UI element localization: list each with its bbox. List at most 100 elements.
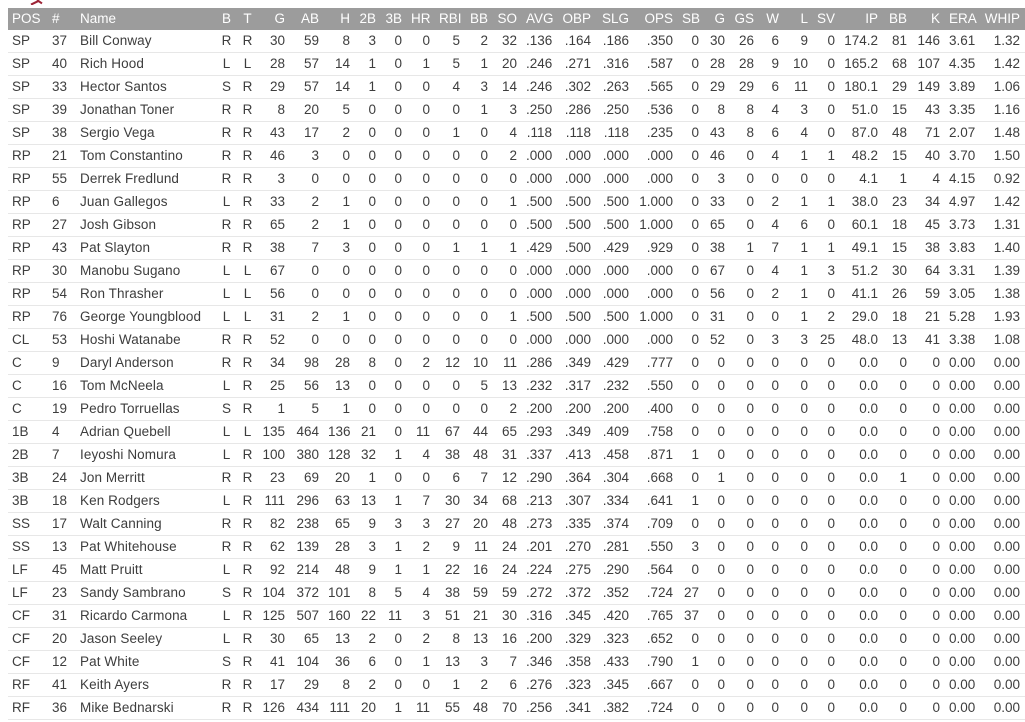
cell-rbi: 0 bbox=[435, 190, 465, 214]
table-row[interactable]: SS 17 Walt Canning R R 82 238 65 9 3 3 27 20 48.273.3… bbox=[8, 512, 1025, 536]
column-header-ops[interactable]: OPS bbox=[634, 8, 678, 30]
column-header-name[interactable]: Name bbox=[76, 8, 216, 30]
column-header-h[interactable]: H bbox=[324, 8, 355, 30]
cell-k: 0 bbox=[912, 420, 945, 444]
cell-name[interactable]: Juan Gallegos bbox=[76, 190, 216, 214]
cell-ip: 0.0 bbox=[840, 351, 883, 375]
cell-name[interactable]: Mike Bednarski bbox=[76, 696, 216, 720]
cell-name[interactable]: Rich Hood bbox=[76, 52, 216, 76]
table-row[interactable]: SP 37 Bill Conway R R 30 59 8 3 0 0 5 2 32.136.164.18… bbox=[8, 30, 1025, 53]
cell-name[interactable]: Pedro Torruellas bbox=[76, 397, 216, 421]
cell-name[interactable]: Tom Constantino bbox=[76, 144, 216, 168]
column-header-k[interactable]: K bbox=[912, 8, 945, 30]
column-header-pbb[interactable]: BB bbox=[883, 8, 912, 30]
column-header-slg[interactable]: SLG bbox=[596, 8, 634, 30]
cell-name[interactable]: Jason Seeley bbox=[76, 627, 216, 651]
cell-name[interactable]: Jonathan Toner bbox=[76, 98, 216, 122]
table-row[interactable]: RP 55 Derrek Fredlund R R 3 0 0 0 0 0 0 0 0.000.000.0… bbox=[8, 167, 1025, 191]
column-header-whip[interactable]: WHIP bbox=[980, 8, 1025, 30]
table-row[interactable]: SP 39 Jonathan Toner R R 8 20 5 0 0 0 0 1 3.250.286.2… bbox=[8, 98, 1025, 122]
table-row[interactable]: RP 76 George Youngblood L L 31 2 1 0 0 0 0 0 1.500.50… bbox=[8, 305, 1025, 329]
column-header-l[interactable]: L bbox=[784, 8, 813, 30]
cell-name[interactable]: Daryl Anderson bbox=[76, 351, 216, 375]
column-header-ip[interactable]: IP bbox=[840, 8, 883, 30]
cell-name[interactable]: Jon Merritt bbox=[76, 466, 216, 490]
column-header-sv[interactable]: SV bbox=[813, 8, 840, 30]
table-row[interactable]: RF 41 Keith Ayers R R 17 29 8 2 0 0 1 2 6.276.323.345… bbox=[8, 673, 1025, 697]
cell-name[interactable]: Hoshi Watanabe bbox=[76, 328, 216, 352]
column-header-g[interactable]: G bbox=[258, 8, 290, 30]
table-row[interactable]: SP 40 Rich Hood L L 28 57 14 1 0 1 5 1 20.246.271.316… bbox=[8, 52, 1025, 76]
table-row[interactable]: RP 30 Manobu Sugano L L 67 0 0 0 0 0 0 0 0.000.000.00… bbox=[8, 259, 1025, 283]
cell-name[interactable]: Ricardo Carmona bbox=[76, 604, 216, 628]
column-header-era[interactable]: ERA bbox=[945, 8, 980, 30]
table-row[interactable]: CF 31 Ricardo Carmona L R 125 507 160 22 11 3 51 21 3… bbox=[8, 604, 1025, 628]
table-row[interactable]: CL 53 Hoshi Watanabe R R 52 0 0 0 0 0 0 0 0.000.000.0… bbox=[8, 328, 1025, 352]
column-header-pg[interactable]: G bbox=[704, 8, 730, 30]
cell-name[interactable]: Pat Slayton bbox=[76, 236, 216, 260]
column-header-2b[interactable]: 2B bbox=[355, 8, 381, 30]
column-header-avg[interactable]: AVG bbox=[522, 8, 557, 30]
column-header-hr[interactable]: HR bbox=[407, 8, 435, 30]
cell-name[interactable]: Ieyoshi Nomura bbox=[76, 443, 216, 467]
cell-sv: 0 bbox=[813, 282, 840, 306]
table-row[interactable]: 3B 18 Ken Rodgers L R 111 296 63 13 1 7 30 34 68.213.… bbox=[8, 489, 1025, 513]
column-header-pos[interactable]: POS bbox=[8, 8, 48, 30]
cell-name[interactable]: Matt Pruitt bbox=[76, 558, 216, 582]
cell-name[interactable]: Hector Santos bbox=[76, 75, 216, 99]
table-row[interactable]: SP 38 Sergio Vega R R 43 17 2 0 0 0 1 0 4.118.118.118… bbox=[8, 121, 1025, 145]
table-row[interactable]: LF 23 Sandy Sambrano S R 104 372 101 8 5 4 38 59 59.2… bbox=[8, 581, 1025, 605]
table-row[interactable]: SS 13 Pat Whitehouse R R 62 139 28 3 1 2 9 11 24.201.… bbox=[8, 535, 1025, 559]
cell-name[interactable]: Ken Rodgers bbox=[76, 489, 216, 513]
table-row[interactable]: C 19 Pedro Torruellas S R 1 5 1 0 0 0 0 0 2.200.200.2… bbox=[8, 397, 1025, 421]
table-row[interactable]: RP 27 Josh Gibson R R 65 2 1 0 0 0 0 0 0.500.500.500 1… bbox=[8, 213, 1025, 237]
table-row[interactable]: CF 12 Pat White S R 41 104 36 6 0 1 13 3 7.346.358.43… bbox=[8, 650, 1025, 674]
column-header-bb[interactable]: BB bbox=[465, 8, 493, 30]
table-row[interactable]: 2B 7 Ieyoshi Nomura L R 100 380 128 32 1 4 38 48 31.3… bbox=[8, 443, 1025, 467]
column-header-b[interactable]: B bbox=[216, 8, 238, 30]
table-row[interactable]: RP 54 Ron Thrasher L L 56 0 0 0 0 0 0 0 0.000.000.000… bbox=[8, 282, 1025, 306]
cell-3b: 0 bbox=[381, 328, 407, 352]
cell-name[interactable]: Ron Thrasher bbox=[76, 282, 216, 306]
column-header-w[interactable]: W bbox=[759, 8, 784, 30]
column-header-t[interactable]: T bbox=[238, 8, 258, 30]
table-row[interactable]: 3B 24 Jon Merritt R R 23 69 20 1 0 0 6 7 12.290.364.3… bbox=[8, 466, 1025, 490]
cell-sv: 0 bbox=[813, 512, 840, 536]
cell-h: 63 bbox=[324, 489, 355, 513]
cell-name[interactable]: Derrek Fredlund bbox=[76, 167, 216, 191]
cell-name[interactable]: Sergio Vega bbox=[76, 121, 216, 145]
cell-name[interactable]: Josh Gibson bbox=[76, 213, 216, 237]
cell-name[interactable]: Pat White bbox=[76, 650, 216, 674]
column-header-so[interactable]: SO bbox=[493, 8, 522, 30]
cell-sv: 25 bbox=[813, 328, 840, 352]
table-row[interactable]: RP 21 Tom Constantino R R 46 3 0 0 0 0 0 0 2.000.000.… bbox=[8, 144, 1025, 168]
table-row[interactable]: CF 20 Jason Seeley L R 30 65 13 2 0 2 8 13 16.200.329… bbox=[8, 627, 1025, 651]
table-row[interactable]: C 16 Tom McNeela L R 25 56 13 0 0 0 0 5 13.232.317.23… bbox=[8, 374, 1025, 398]
table-row[interactable]: RP 43 Pat Slayton R R 38 7 3 0 0 0 1 1 1.429.500.429.… bbox=[8, 236, 1025, 260]
cell-name[interactable]: Sandy Sambrano bbox=[76, 581, 216, 605]
cell-name[interactable]: Keith Ayers bbox=[76, 673, 216, 697]
table-row[interactable]: LF 45 Matt Pruitt L R 92 214 48 9 1 1 22 16 24.224.27… bbox=[8, 558, 1025, 582]
cell-era: 0.00 bbox=[945, 558, 980, 582]
cell-name[interactable]: Walt Canning bbox=[76, 512, 216, 536]
column-header-rbi[interactable]: RBI bbox=[435, 8, 465, 30]
column-header-obp[interactable]: OBP bbox=[557, 8, 596, 30]
table-row[interactable]: RF 36 Mike Bednarski R R 126 434 111 20 1 11 55 48 70… bbox=[8, 696, 1025, 720]
cell-3b: 0 bbox=[381, 121, 407, 145]
cell-name[interactable]: Bill Conway bbox=[76, 30, 216, 53]
column-header-3b[interactable]: 3B bbox=[381, 8, 407, 30]
column-header-num[interactable]: # bbox=[48, 8, 76, 30]
cell-name[interactable]: Tom McNeela bbox=[76, 374, 216, 398]
table-row[interactable]: RP 6 Juan Gallegos L R 33 2 1 0 0 0 0 0 1.500.500.500… bbox=[8, 190, 1025, 214]
cell-whip: 1.50 bbox=[980, 144, 1025, 168]
column-header-sb[interactable]: SB bbox=[678, 8, 704, 30]
table-row[interactable]: C 9 Daryl Anderson R R 34 98 28 8 0 2 12 10 11.286.34… bbox=[8, 351, 1025, 375]
table-row[interactable]: 1B 4 Adrian Quebell L L 135 464 136 21 0 11 67 44 65.… bbox=[8, 420, 1025, 444]
table-row[interactable]: SP 33 Hector Santos S R 29 57 14 1 0 0 4 3 14.246.302… bbox=[8, 75, 1025, 99]
cell-name[interactable]: Manobu Sugano bbox=[76, 259, 216, 283]
cell-name[interactable]: Pat Whitehouse bbox=[76, 535, 216, 559]
column-header-ab[interactable]: AB bbox=[290, 8, 324, 30]
cell-name[interactable]: Adrian Quebell bbox=[76, 420, 216, 444]
cell-name[interactable]: George Youngblood bbox=[76, 305, 216, 329]
column-header-gs[interactable]: GS bbox=[730, 8, 759, 30]
